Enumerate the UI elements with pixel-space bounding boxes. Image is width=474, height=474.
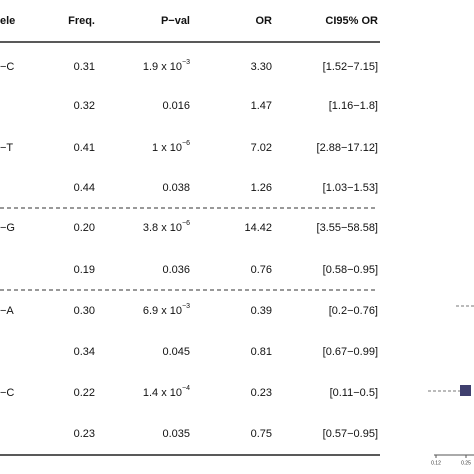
axis-label: 0.12 bbox=[431, 460, 441, 466]
cell-or: 1.26 bbox=[251, 182, 272, 194]
cell-freq: 0.31 bbox=[74, 61, 95, 73]
column-header: CI95% OR bbox=[325, 15, 378, 27]
cell-ci: [0.58−0.95] bbox=[323, 264, 378, 276]
cell-freq: 0.20 bbox=[74, 222, 95, 234]
cell-ci: [3.55−58.58] bbox=[317, 222, 378, 234]
cell-or: 0.75 bbox=[251, 428, 272, 440]
p-value-exponent: −6 bbox=[182, 220, 190, 227]
p-value-base: 6.9 x 10 bbox=[143, 305, 182, 317]
column-header: OR bbox=[256, 15, 273, 27]
cell-allele: −C bbox=[0, 387, 14, 399]
cell-or: 0.23 bbox=[251, 387, 272, 399]
cell-pval: 0.036 bbox=[162, 264, 190, 276]
cell-ci: [0.11−0.5] bbox=[330, 387, 378, 399]
cell-ci: [1.03−1.53] bbox=[323, 182, 378, 194]
p-value-base: 1 x 10 bbox=[152, 142, 182, 154]
cell-freq: 0.34 bbox=[74, 346, 95, 358]
p-value: 1.9 x 10−3 bbox=[143, 59, 190, 73]
cell-freq: 0.19 bbox=[74, 264, 95, 276]
column-header: P−val bbox=[161, 15, 190, 27]
cell-allele: −C bbox=[0, 61, 14, 73]
cell-pval: 0.035 bbox=[162, 428, 190, 440]
cell-ci: [0.67−0.99] bbox=[323, 346, 378, 358]
cell-pval: 0.038 bbox=[162, 182, 190, 194]
cell-freq: 0.23 bbox=[74, 428, 95, 440]
cell-allele: −T bbox=[0, 142, 13, 154]
p-value-base: 1.9 x 10 bbox=[143, 61, 182, 73]
cell-allele: −G bbox=[0, 222, 15, 234]
p-value: 1 x 10−6 bbox=[152, 140, 190, 154]
column-header: ele bbox=[0, 15, 15, 27]
cell-or: 7.02 bbox=[251, 142, 272, 154]
cell-freq: 0.44 bbox=[74, 182, 95, 194]
cell-pval: 0.016 bbox=[162, 100, 190, 112]
cell-ci: [0.57−0.95] bbox=[323, 428, 378, 440]
cell-freq: 0.30 bbox=[74, 305, 95, 317]
or-marker bbox=[460, 385, 471, 396]
cell-or: 0.76 bbox=[251, 264, 272, 276]
p-value: 3.8 x 10−6 bbox=[143, 220, 190, 234]
axis-label: 0.25 bbox=[461, 460, 471, 466]
p-value-exponent: −4 bbox=[182, 385, 190, 392]
p-value-exponent: −6 bbox=[182, 140, 190, 147]
cell-or: 14.42 bbox=[244, 222, 272, 234]
cell-ci: [1.16−1.8] bbox=[329, 100, 378, 112]
cell-or: 0.81 bbox=[251, 346, 272, 358]
cell-ci: [1.52−7.15] bbox=[323, 61, 378, 73]
cell-or: 0.39 bbox=[251, 305, 272, 317]
p-value-base: 1.4 x 10 bbox=[143, 387, 182, 399]
cell-freq: 0.22 bbox=[74, 387, 95, 399]
cell-ci: [0.2−0.76] bbox=[329, 305, 378, 317]
cell-or: 1.47 bbox=[251, 100, 272, 112]
p-value-base: 3.8 x 10 bbox=[143, 222, 182, 234]
cell-freq: 0.32 bbox=[74, 100, 95, 112]
p-value-exponent: −3 bbox=[182, 59, 190, 66]
cell-allele: −A bbox=[0, 305, 14, 317]
p-value-exponent: −3 bbox=[182, 303, 190, 310]
cell-or: 3.30 bbox=[251, 61, 272, 73]
cell-ci: [2.88−17.12] bbox=[317, 142, 378, 154]
p-value: 6.9 x 10−3 bbox=[143, 303, 190, 317]
cell-freq: 0.41 bbox=[74, 142, 95, 154]
column-header: Freq. bbox=[68, 15, 95, 27]
p-value: 1.4 x 10−4 bbox=[143, 385, 190, 399]
cell-pval: 0.045 bbox=[162, 346, 190, 358]
